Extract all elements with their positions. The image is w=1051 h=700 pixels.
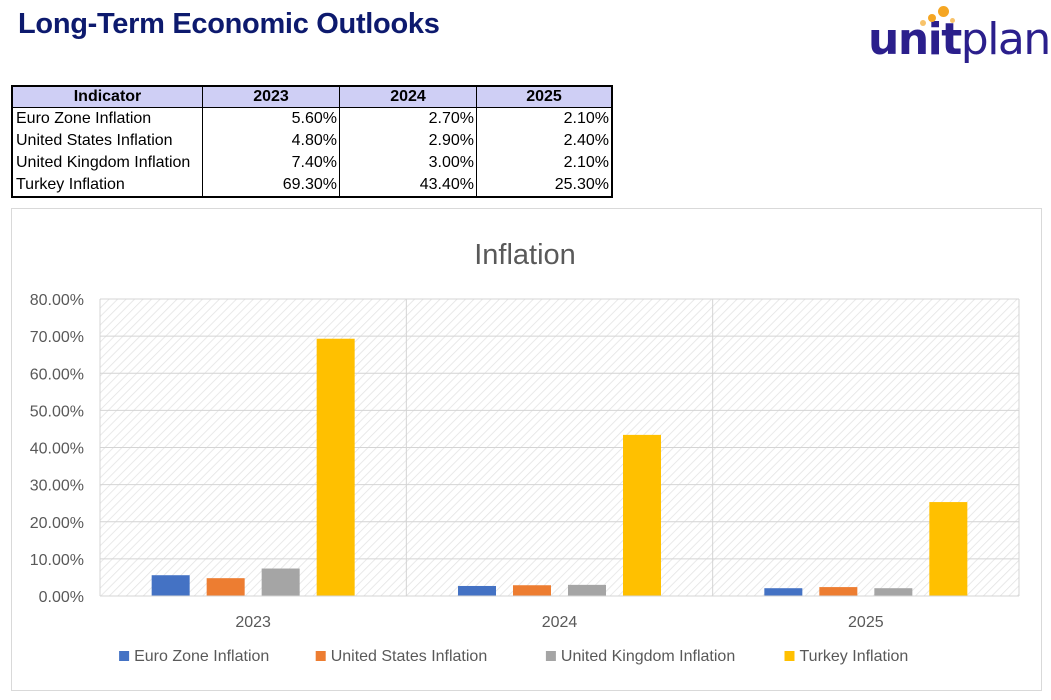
logo-dot-small — [920, 20, 926, 26]
y-tick-label: 0.00% — [39, 589, 84, 606]
legend-swatch — [545, 651, 556, 661]
legend-label: Turkey Inflation — [800, 648, 909, 665]
x-tick-label: 2023 — [235, 614, 271, 631]
table-header-row: Indicator 2023 2024 2025 — [12, 86, 612, 108]
table-header-2025: 2025 — [476, 86, 612, 108]
logo-wordmark: unitplan — [868, 14, 1051, 65]
chart-frame: Inflation 0.00% 10.00% 20.00% 30.00% 40.00% 5… — [11, 208, 1042, 691]
outlook-table: Indicator 2023 2024 2025 Euro Zone Infla… — [11, 85, 613, 198]
table-cell-value: 43.40% — [339, 174, 477, 197]
legend-label: United Kingdom Inflation — [561, 648, 735, 665]
bar — [764, 588, 803, 596]
legend-swatch — [315, 651, 326, 661]
logo-dot-medium — [928, 14, 936, 22]
table-cell-value: 25.30% — [554, 176, 609, 193]
table-cell-value: 7.40% — [202, 152, 340, 174]
table-cell-indicator: United States Inflation — [12, 130, 203, 152]
legend-label: United States Inflation — [331, 648, 488, 665]
table-header-indicator: Indicator — [12, 86, 203, 108]
unitplan-logo: unitplan — [866, 4, 1051, 66]
table-cell-value: 3.00% — [339, 152, 477, 174]
bar — [151, 575, 190, 596]
table-cell-value: 5.60% — [202, 107, 340, 130]
x-tick-label: 2025 — [848, 614, 884, 631]
bar — [568, 584, 606, 596]
x-tick-label: 2024 — [542, 614, 578, 631]
bar — [929, 502, 968, 596]
logo-text-light: plan — [960, 14, 1051, 65]
table-cell-value: 2.90% — [339, 130, 477, 152]
table-row: Turkey Inflation 69.30% 43.40% 25.30% — [12, 174, 612, 197]
bar — [513, 585, 551, 596]
table-cell-indicator: United Kingdom Inflation — [12, 152, 203, 174]
y-tick-label: 50.00% — [30, 403, 84, 420]
table-cell-value: 2.40% — [563, 132, 609, 149]
y-tick-label: 80.00% — [30, 292, 84, 309]
bar — [819, 587, 858, 596]
bar — [623, 434, 661, 596]
bar — [874, 588, 913, 596]
inflation-chart: Inflation 0.00% 10.00% 20.00% 30.00% 40.00% 5… — [30, 239, 1020, 665]
legend-swatch — [784, 651, 795, 661]
table-cell-value: 2.10% — [563, 154, 609, 171]
table-header-2023: 2023 — [202, 86, 340, 108]
legend-swatch — [119, 651, 130, 661]
y-tick-label: 10.00% — [30, 552, 84, 569]
table-cell-value: 69.30% — [202, 174, 340, 197]
y-tick-label: 40.00% — [30, 441, 84, 458]
table-cell-value: 4.80% — [202, 130, 340, 152]
table-header-2024: 2024 — [339, 86, 477, 108]
table-cell-value: 2.70% — [339, 107, 477, 130]
table-cell-indicator: Turkey Inflation — [12, 174, 203, 197]
y-tick-label: 30.00% — [30, 478, 84, 495]
bar — [458, 585, 496, 596]
logo-text-bold: unit — [868, 14, 962, 65]
y-tick-label: 60.00% — [30, 366, 84, 383]
table-cell-value: 2.10% — [563, 110, 609, 127]
y-tick-label: 20.00% — [30, 515, 84, 532]
legend-label: Euro Zone Inflation — [134, 648, 269, 665]
logo-dot-large — [938, 6, 949, 17]
bar — [206, 578, 245, 596]
y-tick-label: 70.00% — [30, 329, 84, 346]
bar — [261, 568, 300, 596]
logo-dot-tiny — [950, 18, 955, 23]
table-cell-indicator: Euro Zone Inflation — [12, 107, 203, 130]
bar — [316, 338, 355, 596]
table-row: Euro Zone Inflation 5.60% 2.70% 2.10% — [12, 107, 612, 130]
page-title: Long-Term Economic Outlooks — [18, 8, 440, 40]
chart-title: Inflation — [474, 239, 576, 271]
table-row: United States Inflation 4.80% 2.90% 2.40… — [12, 130, 612, 152]
table-row: United Kingdom Inflation 7.40% 3.00% 2.1… — [12, 152, 612, 174]
